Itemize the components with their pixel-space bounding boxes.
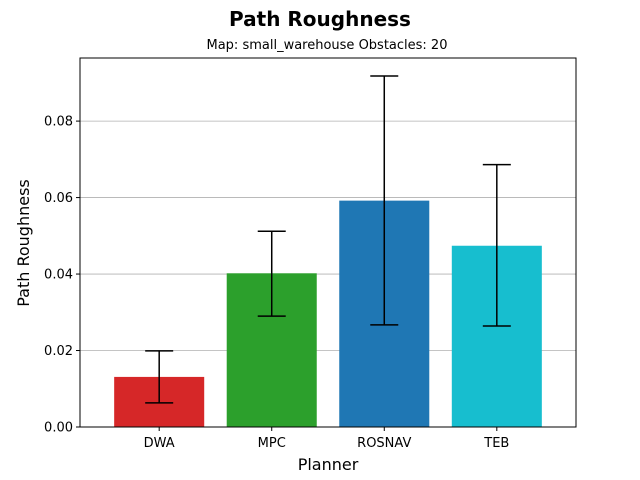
y-axis-label: Path Roughness [14, 179, 33, 307]
x-axis-label: Planner [298, 455, 359, 474]
y-tick-label: 0.04 [44, 268, 73, 283]
error-bars [145, 75, 511, 404]
chart-title: Path Roughness [229, 7, 411, 31]
x-tick-label: MPC [258, 436, 286, 451]
y-tick-label: 0.02 [44, 344, 73, 359]
x-tick-label: DWA [144, 436, 175, 451]
chart-subtitle: Map: small_warehouse Obstacles: 20 [207, 38, 448, 53]
y-tick-label: 0.06 [44, 191, 73, 206]
plot-frame [79, 57, 577, 428]
y-tick-label: 0.08 [44, 115, 73, 130]
x-axis-ticks: DWA MPC ROSNAV TEB [144, 427, 509, 451]
bars [114, 200, 542, 427]
x-tick-label: TEB [483, 436, 509, 451]
y-tick-label: 0.00 [44, 421, 73, 436]
x-tick-label: ROSNAV [357, 436, 411, 451]
y-axis-ticks: 0.00 0.02 0.04 0.06 0.08 [44, 115, 80, 436]
